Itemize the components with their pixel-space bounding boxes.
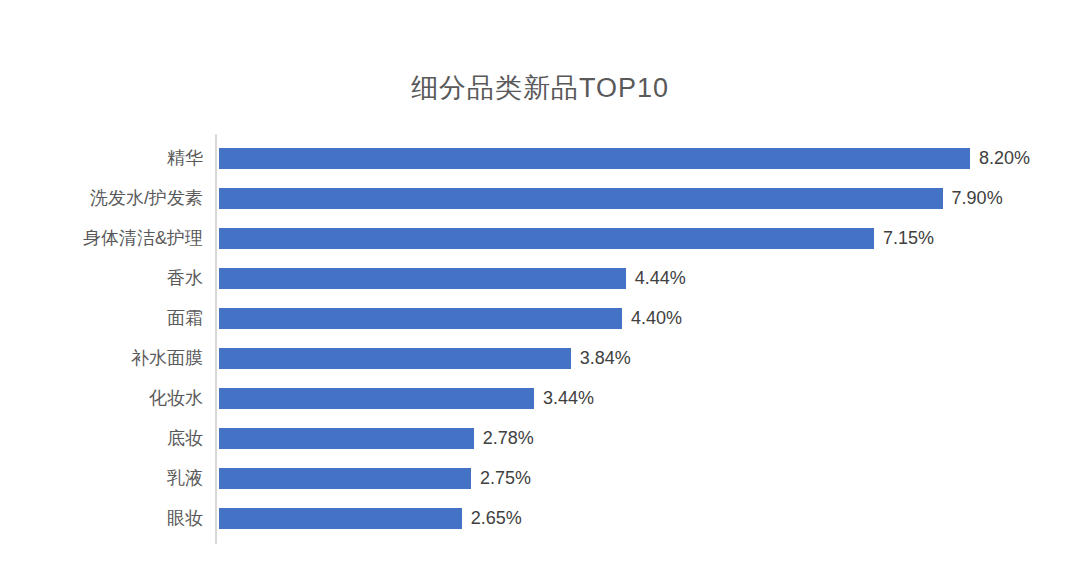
category-label: 身体清洁&护理	[0, 226, 217, 250]
category-label: 乳液	[0, 466, 217, 490]
bar-row: 精华 8.20%	[0, 138, 1080, 178]
bar	[219, 388, 534, 409]
bar	[219, 428, 474, 449]
category-label: 底妆	[0, 426, 217, 450]
category-label: 洗发水/护发素	[0, 186, 217, 210]
bar	[219, 308, 622, 329]
value-label: 7.15%	[883, 228, 934, 249]
bar-row: 乳液 2.75%	[0, 458, 1080, 498]
value-label: 7.90%	[952, 188, 1003, 209]
value-label: 4.44%	[635, 268, 686, 289]
bar-track: 4.44%	[217, 258, 1080, 298]
bar	[219, 228, 874, 249]
category-label: 面霜	[0, 306, 217, 330]
bar-track: 7.90%	[217, 178, 1080, 218]
bar	[219, 468, 471, 489]
chart-canvas: 细分品类新品TOP10 精华 8.20% 洗发水/护发素 7.90% 身体清洁&…	[0, 0, 1080, 567]
bar-track: 3.84%	[217, 338, 1080, 378]
bar-track: 2.65%	[217, 498, 1080, 538]
chart-title: 细分品类新品TOP10	[0, 0, 1080, 106]
value-label: 2.75%	[480, 468, 531, 489]
value-label: 4.40%	[631, 308, 682, 329]
bar-track: 8.20%	[217, 138, 1080, 178]
value-label: 2.65%	[471, 508, 522, 529]
bar-rows: 精华 8.20% 洗发水/护发素 7.90% 身体清洁&护理 7.15% 香水 …	[0, 138, 1080, 538]
bar-track: 2.78%	[217, 418, 1080, 458]
bar-row: 补水面膜 3.84%	[0, 338, 1080, 378]
bar	[219, 508, 462, 529]
category-label: 精华	[0, 146, 217, 170]
bar	[219, 188, 943, 209]
bar-row: 面霜 4.40%	[0, 298, 1080, 338]
bar-row: 眼妆 2.65%	[0, 498, 1080, 538]
bar-track: 3.44%	[217, 378, 1080, 418]
bar-row: 底妆 2.78%	[0, 418, 1080, 458]
value-label: 3.44%	[543, 388, 594, 409]
bar	[219, 148, 970, 169]
bar	[219, 348, 571, 369]
bar-track: 4.40%	[217, 298, 1080, 338]
bar-track: 2.75%	[217, 458, 1080, 498]
value-label: 8.20%	[979, 148, 1030, 169]
value-label: 3.84%	[580, 348, 631, 369]
bar-row: 洗发水/护发素 7.90%	[0, 178, 1080, 218]
bar-row: 身体清洁&护理 7.15%	[0, 218, 1080, 258]
category-label: 化妆水	[0, 386, 217, 410]
bar	[219, 268, 626, 289]
bar-row: 化妆水 3.44%	[0, 378, 1080, 418]
category-label: 香水	[0, 266, 217, 290]
category-label: 眼妆	[0, 506, 217, 530]
value-label: 2.78%	[483, 428, 534, 449]
bar-row: 香水 4.44%	[0, 258, 1080, 298]
category-label: 补水面膜	[0, 346, 217, 370]
bar-track: 7.15%	[217, 218, 1080, 258]
